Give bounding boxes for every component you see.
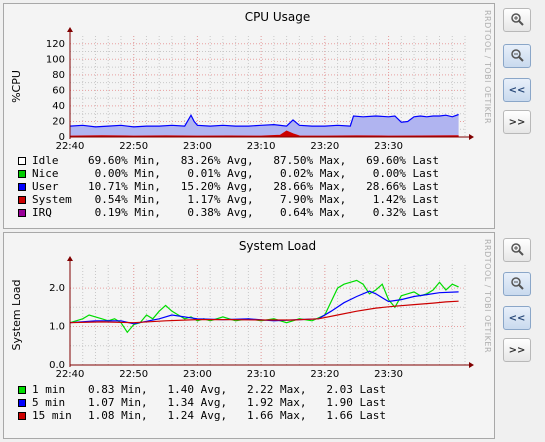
zoom-in-icon <box>510 242 524 259</box>
prev-period-button[interactable]: << <box>503 306 531 330</box>
y-tick-label: 100 <box>46 54 65 65</box>
legend-swatch <box>18 195 26 204</box>
next-period-button[interactable]: >> <box>503 338 531 362</box>
legend-swatch <box>18 156 26 165</box>
legend-row-irq: IRQ 0.19% Min, 0.38% Avg, 0.64% Max, 0.3… <box>18 206 439 219</box>
legend-series-name: Idle <box>32 154 59 167</box>
rrdtool-watermark: RRDTOOL / TOBI OETIKER <box>483 239 492 354</box>
x-tick-label: 23:10 <box>247 369 276 377</box>
zoom-out-button[interactable] <box>503 44 531 68</box>
y-tick-label: 80 <box>52 70 65 81</box>
y-tick-label: 2.0 <box>49 283 65 294</box>
cpu-legend: Idle 69.60% Min, 83.26% Avg, 87.50% Max, … <box>18 154 439 219</box>
x-tick-label: 23:20 <box>310 369 339 377</box>
legend-row-idle: Idle 69.60% Min, 83.26% Avg, 87.50% Max, … <box>18 154 439 167</box>
legend-series-stats: 0.19% Min, 0.38% Avg, 0.64% Max, 0.32% L… <box>88 206 439 219</box>
x-axis-arrow <box>469 134 474 140</box>
x-tick-label: 22:40 <box>56 369 85 377</box>
series-line-5-min <box>69 290 459 325</box>
chart-title: CPU Usage <box>245 10 311 24</box>
x-tick-label: 22:50 <box>119 369 148 377</box>
cpu-usage-panel: CPU Usage %CPU 22:40 22:50 23:00 23:10 23:20 23… <box>3 3 495 229</box>
legend-swatch <box>18 411 26 420</box>
y-axis-label: %CPU <box>10 70 23 103</box>
x-tick-label: 23:30 <box>374 369 403 377</box>
series-line-user <box>69 113 459 128</box>
series-area-user <box>70 114 459 137</box>
zoom-in-icon <box>510 12 524 29</box>
legend-series-stats: 0.83 Min, 1.40 Avg, 2.22 Max, 2.03 Last <box>88 383 387 396</box>
x-tick-label: 23:10 <box>247 141 276 152</box>
legend-row-15-min: 15 min 1.08 Min, 1.24 Avg, 1.66 Max, 1.66… <box>18 409 386 422</box>
x-tick-label: 23:00 <box>183 141 212 152</box>
zoom-out-button[interactable] <box>503 272 531 296</box>
x-tick-label: 23:30 <box>374 141 403 152</box>
legend-series-stats: 1.08 Min, 1.24 Avg, 1.66 Max, 1.66 Last <box>88 409 387 422</box>
rrdtool-watermark: RRDTOOL / TOBI OETIKER <box>483 10 492 125</box>
legend-series-stats: 0.54% Min, 1.17% Avg, 7.90% Max, 1.42% L… <box>88 193 439 206</box>
system-load-panel: System Load System Load 22:40 22:50 23:00 23:… <box>3 232 495 439</box>
series-line-15-min <box>69 300 459 324</box>
legend-series-stats: 10.71% Min, 15.20% Avg, 28.66% Max, 28.6… <box>88 180 439 193</box>
y-tick-label: 60 <box>52 85 65 96</box>
x-axis-arrow <box>469 362 474 368</box>
legend-series-stats: 69.60% Min, 83.26% Avg, 87.50% Max, 69.6… <box>88 154 439 167</box>
legend-swatch <box>18 208 26 217</box>
y-tick-label: 120 <box>46 39 65 50</box>
y-tick-label: 0 <box>59 132 65 143</box>
zoom-in-button[interactable] <box>503 238 531 262</box>
x-tick-label: 23:00 <box>183 369 212 377</box>
legend-row-nice: Nice 0.00% Min, 0.01% Avg, 0.02% Max, 0.… <box>18 167 439 180</box>
legend-row-user: User 10.71% Min, 15.20% Avg, 28.66% Max, … <box>18 180 439 193</box>
y-tick-label: 40 <box>52 101 65 112</box>
legend-series-name: Nice <box>32 167 59 180</box>
next-period-button[interactable]: >> <box>503 110 531 134</box>
y-tick-label: 20 <box>52 116 65 127</box>
legend-series-name: System <box>32 193 72 206</box>
y-axis-arrow <box>67 27 73 32</box>
legend-series-name: 1 min <box>32 383 66 396</box>
legend-series-name: IRQ <box>32 206 52 219</box>
y-tick-label: 1.0 <box>49 322 65 333</box>
legend-swatch <box>18 398 26 407</box>
load-legend: 1 min 0.83 Min, 1.40 Avg, 2.22 Max, 2.03 … <box>18 383 386 422</box>
legend-swatch <box>18 182 26 191</box>
system-load-chart: System Load System Load 22:40 22:50 23:00 23:… <box>10 239 474 377</box>
legend-series-name: User <box>32 180 59 193</box>
cpu-usage-chart: CPU Usage %CPU 22:40 22:50 23:00 23:10 23:20 23… <box>10 10 474 152</box>
zoom-in-button[interactable] <box>503 8 531 32</box>
legend-row-1-min: 1 min 0.83 Min, 1.40 Avg, 2.22 Max, 2.03 … <box>18 383 386 396</box>
zoom-out-icon <box>510 276 524 293</box>
chart-title: System Load <box>239 239 316 253</box>
legend-row-5-min: 5 min 1.07 Min, 1.34 Avg, 1.92 Max, 1.90 … <box>18 396 386 409</box>
legend-row-system: System 0.54% Min, 1.17% Avg, 7.90% Max, … <box>18 193 439 206</box>
y-tick-label: 0.0 <box>49 360 65 371</box>
series-line-system <box>69 130 459 137</box>
y-axis-arrow <box>67 256 73 261</box>
prev-period-button[interactable]: << <box>503 78 531 102</box>
legend-series-stats: 1.07 Min, 1.34 Avg, 1.92 Max, 1.90 Last <box>88 396 387 409</box>
x-tick-label: 22:50 <box>119 141 148 152</box>
legend-series-name: 5 min <box>32 396 66 409</box>
y-axis-label: System Load <box>10 280 23 351</box>
zoom-out-icon <box>510 48 524 65</box>
legend-swatch <box>18 169 26 178</box>
legend-series-stats: 0.00% Min, 0.01% Avg, 0.02% Max, 0.00% L… <box>88 167 439 180</box>
x-tick-label: 22:40 <box>56 141 85 152</box>
legend-series-name: 15 min <box>32 409 72 422</box>
legend-swatch <box>18 385 26 394</box>
x-tick-label: 23:20 <box>310 141 339 152</box>
